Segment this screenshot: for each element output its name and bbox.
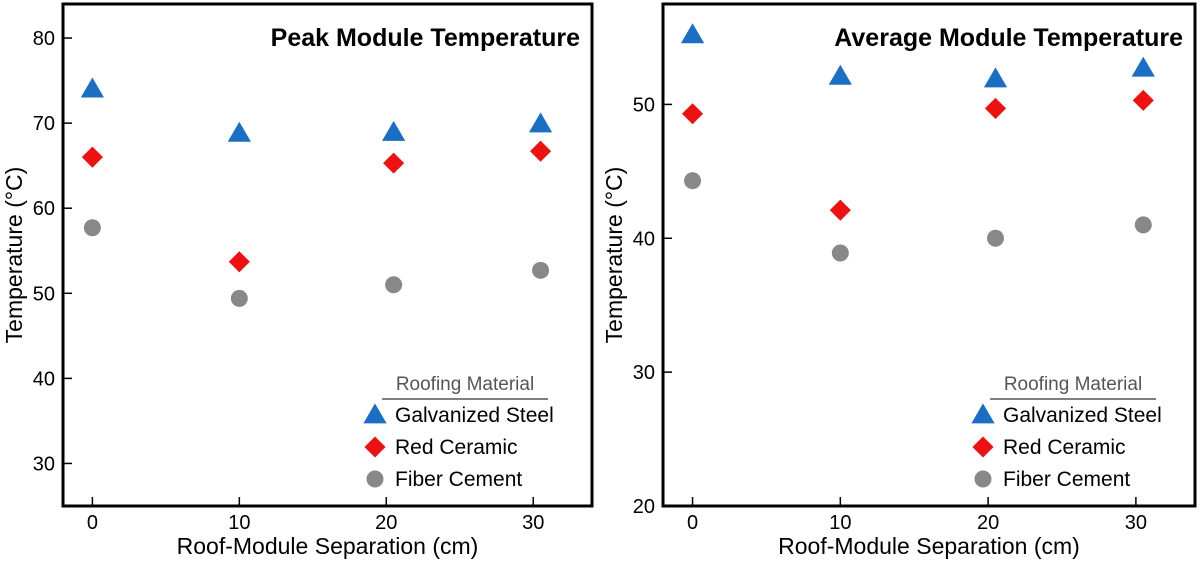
fiber-cement-point [987,229,1004,247]
legend-marker-galvanized-steel [363,403,387,424]
red-ceramic-point [383,152,405,174]
y-tick-label: 40 [33,368,55,390]
legend-label-galvanized-steel: Galvanized Steel [395,404,554,427]
fiber-cement-point [684,172,702,190]
legend-marker-red-ceramic [972,436,994,458]
y-tick-label: 70 [33,113,55,135]
y-axis-label: Temperature (°C) [1,167,27,344]
red-ceramic-point [530,140,552,162]
chart-title: Average Module Temperature [834,24,1183,52]
legend-label-red-ceramic: Red Ceramic [395,436,518,459]
peak-temperature-chart: 30 40 50 60 70 80 0 10 20 30 Roof-Module Separatio… [1,2,594,559]
average-temperature-chart: 20 30 40 50 0 10 20 30 Roof-Module Separation (c… [601,2,1197,559]
red-ceramic-point [829,199,851,221]
galvanized-steel-point [382,120,406,141]
x-tick-label: 30 [1125,512,1147,534]
red-ceramic-point [1132,89,1154,111]
x-tick-label: 10 [228,512,250,534]
legend-marker-galvanized-steel [971,403,995,424]
y-tick-label: 80 [33,28,55,50]
legend-title: Roofing Material [1004,374,1142,395]
fiber-cement-point [230,289,248,307]
galvanized-steel-point [80,77,104,98]
x-tick-label: 0 [87,512,98,534]
galvanized-steel-point [983,67,1008,88]
legend-marker-fiber-cement [974,470,992,488]
fiber-cement-point [532,261,550,279]
x-axis-label: Roof-Module Separation (cm) [177,533,479,559]
red-ceramic-point [81,146,103,168]
red-ceramic-point [682,103,704,125]
x-tick-label: 10 [829,512,851,534]
chart-title: Peak Module Temperature [271,24,580,52]
legend-label-fiber-cement: Fiber Cement [1003,468,1130,491]
y-tick-label: 50 [633,94,655,116]
x-axis-label: Roof-Module Separation (cm) [778,533,1080,559]
y-tick-label: 40 [633,228,655,250]
y-tick-label: 50 [33,283,55,305]
fiber-cement-point [831,244,849,262]
plot-frame [61,2,594,508]
galvanized-steel-point [828,64,852,85]
fiber-cement-point [83,219,101,237]
red-ceramic-point [984,97,1007,119]
galvanized-steel-point [680,23,705,44]
x-tick-label: 0 [687,512,698,534]
legend-marker-fiber-cement [366,470,384,488]
y-tick-label: 30 [633,362,655,384]
fiber-cement-point [385,276,403,294]
galvanized-steel-point [1131,56,1155,77]
x-tick-label: 20 [375,512,397,534]
y-axis-label: Temperature (°C) [601,167,627,344]
y-tick-label: 20 [633,496,655,518]
legend-label-galvanized-steel: Galvanized Steel [1003,404,1162,427]
legend-title: Roofing Material [396,374,534,395]
legend-label-red-ceramic: Red Ceramic [1003,436,1126,459]
x-tick-label: 20 [977,512,999,534]
legend-marker-red-ceramic [364,436,386,458]
fiber-cement-point [1134,216,1152,234]
legend-label-fiber-cement: Fiber Cement [395,468,522,491]
x-tick-label: 30 [522,512,544,534]
plot-frame [661,2,1197,508]
y-tick-label: 60 [33,198,55,220]
galvanized-steel-point [227,121,251,142]
red-ceramic-point [228,251,250,273]
galvanized-steel-point [528,112,553,133]
y-tick-label: 30 [33,453,55,475]
